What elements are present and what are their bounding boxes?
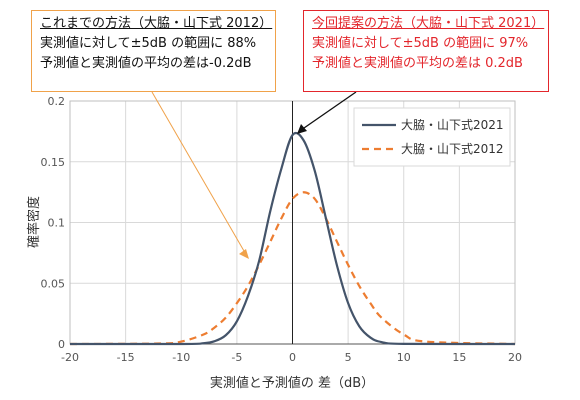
callout-proposed-method: 今回提案の方法（大脇・山下式 2021） 実測値に対して±5dB の範囲に 97…	[303, 10, 549, 92]
y-tick-label: 0.2	[48, 95, 66, 108]
legend-box	[353, 107, 511, 167]
y-axis-label: 確率密度	[26, 196, 42, 248]
annotations	[151, 91, 357, 259]
x-tick-label: 15	[452, 351, 466, 364]
callout-previous-method: これまでの方法（大脇・山下式 2012） 実測値に対して±5dB の範囲に 88…	[31, 10, 276, 92]
x-tick-label: -5	[231, 351, 242, 364]
callout-previous-mean-diff: 予測値と実測値の平均の差は-0.2dB	[40, 56, 252, 71]
arrow-proposed-method	[303, 91, 357, 129]
x-tick-label: -20	[61, 351, 79, 364]
callout-previous-title: これまでの方法（大脇・山下式 2012）	[40, 16, 273, 31]
callout-proposed-title: 今回提案の方法（大脇・山下式 2021）	[312, 16, 545, 31]
arrow-previous-head	[239, 249, 249, 259]
series	[69, 131, 516, 346]
callout-proposed-range: 実測値に対して±5dB の範囲に 97%	[312, 36, 529, 51]
x-tick-label: 0	[289, 351, 296, 364]
legend: 大脇・山下式2021 大脇・山下式2012	[353, 107, 511, 167]
legend-label-2021: 大脇・山下式2021	[401, 118, 504, 132]
arrow-proposed-head	[297, 124, 307, 134]
arrow-previous-method	[151, 91, 245, 252]
tick-labels: -20 -15 -10 -5 0 5 10 15 20 0 0.05 0.1 0.15 0.2	[41, 95, 523, 364]
y-tick-label: 0.05	[41, 277, 66, 290]
callout-previous-range: 実測値に対して±5dB の範囲に 88%	[40, 36, 257, 51]
x-axis-label: 実測値と予測値の 差（dB）	[210, 375, 374, 391]
y-tick-label: 0	[58, 338, 65, 351]
x-tick-label: -10	[172, 351, 190, 364]
x-tick-label: 5	[345, 351, 352, 364]
x-tick-label: 20	[508, 351, 522, 364]
y-tick-label: 0.1	[48, 217, 66, 230]
x-tick-label: -15	[117, 351, 135, 364]
x-tick-label: 10	[397, 351, 411, 364]
y-tick-label: 0.15	[41, 156, 66, 169]
callout-proposed-mean-diff: 予測値と実測値の平均の差は 0.2dB	[312, 56, 523, 71]
series-2021-solid-curve	[69, 131, 516, 346]
legend-label-2012: 大脇・山下式2012	[401, 142, 504, 156]
